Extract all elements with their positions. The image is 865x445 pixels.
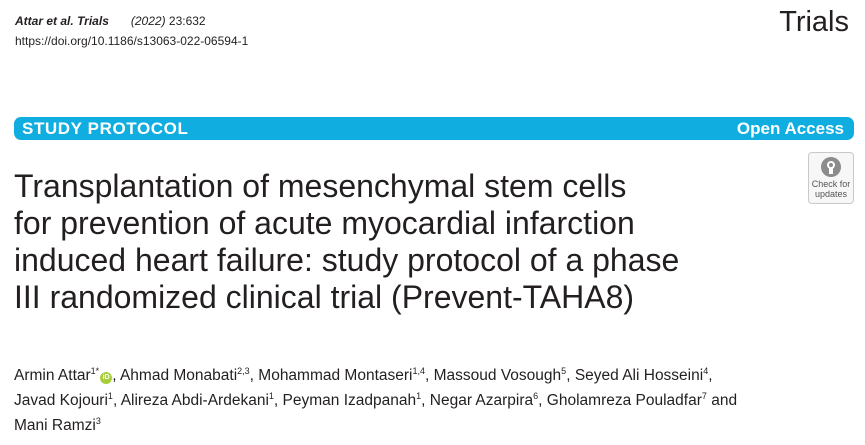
author-name[interactable]: Mani Ramzi (14, 417, 96, 434)
author-affiliation: 1,4 (412, 366, 425, 376)
journal-name: Trials (779, 6, 849, 38)
author-name[interactable]: Alireza Abdi-Ardekani (120, 392, 269, 409)
article-title: Transplantation of mesenchymal stem cell… (14, 168, 814, 316)
author-affiliation: 1 (416, 391, 422, 401)
citation-etal: et al. (46, 14, 74, 28)
author-affiliation: 1* (90, 366, 100, 376)
bookmark-icon (821, 157, 841, 177)
author-affiliation: 5 (561, 366, 567, 376)
citation-authors: Attar (15, 14, 44, 28)
author-name[interactable]: Seyed Ali Hosseini (574, 367, 704, 384)
citation-volume: 23:632 (168, 14, 206, 28)
article-type-label: STUDY PROTOCOL (22, 119, 189, 138)
author-affiliation: 7 (701, 391, 707, 401)
author-name[interactable]: Peyman Izadpanah (282, 392, 417, 409)
citation-year: (2022) (130, 14, 166, 28)
open-access-label[interactable]: Open Access (736, 119, 844, 138)
author-list: Armin Attar1*iD, Ahmad Monabati2,3, Moha… (14, 366, 738, 435)
author-affiliation: 2,3 (237, 366, 250, 376)
citation-journal: Trials (77, 14, 109, 28)
title-line: III randomized clinical trial (Prevent-T… (14, 279, 635, 315)
author-name[interactable]: Ahmad Monabati (119, 367, 238, 384)
author-name[interactable]: Mohammad Montaseri (258, 367, 413, 384)
author-name[interactable]: Javad Kojouri (14, 392, 108, 409)
citation-line: Attar et al. Trials (2022) 23:632 (15, 14, 206, 28)
author-name[interactable]: Armin Attar (14, 367, 91, 384)
author-name[interactable]: Negar Azarpira (429, 392, 534, 409)
check-for-updates-label: Check for updates (811, 179, 851, 199)
article-type-banner: STUDY PROTOCOL Open Access (14, 117, 854, 140)
author-name[interactable]: Gholamreza Pouladfar (546, 392, 702, 409)
title-line: Transplantation of mesenchymal stem cell… (14, 168, 627, 204)
check-for-updates-button[interactable]: Check for updates (808, 152, 854, 204)
author-affiliation: 4 (703, 366, 709, 376)
author-affiliation: 1 (107, 391, 113, 401)
authors-conjunction: and (711, 392, 738, 409)
orcid-icon[interactable]: iD (100, 372, 113, 384)
author-name[interactable]: Massoud Vosough (433, 367, 562, 384)
title-line: for prevention of acute myocardial infar… (14, 205, 635, 241)
author-affiliation: 3 (95, 416, 101, 426)
doi-link[interactable]: https://doi.org/10.1186/s13063-022-06594… (15, 34, 249, 48)
author-affiliation: 6 (533, 391, 539, 401)
author-affiliation: 1 (268, 391, 274, 401)
title-line: induced heart failure: study protocol of… (14, 242, 680, 278)
